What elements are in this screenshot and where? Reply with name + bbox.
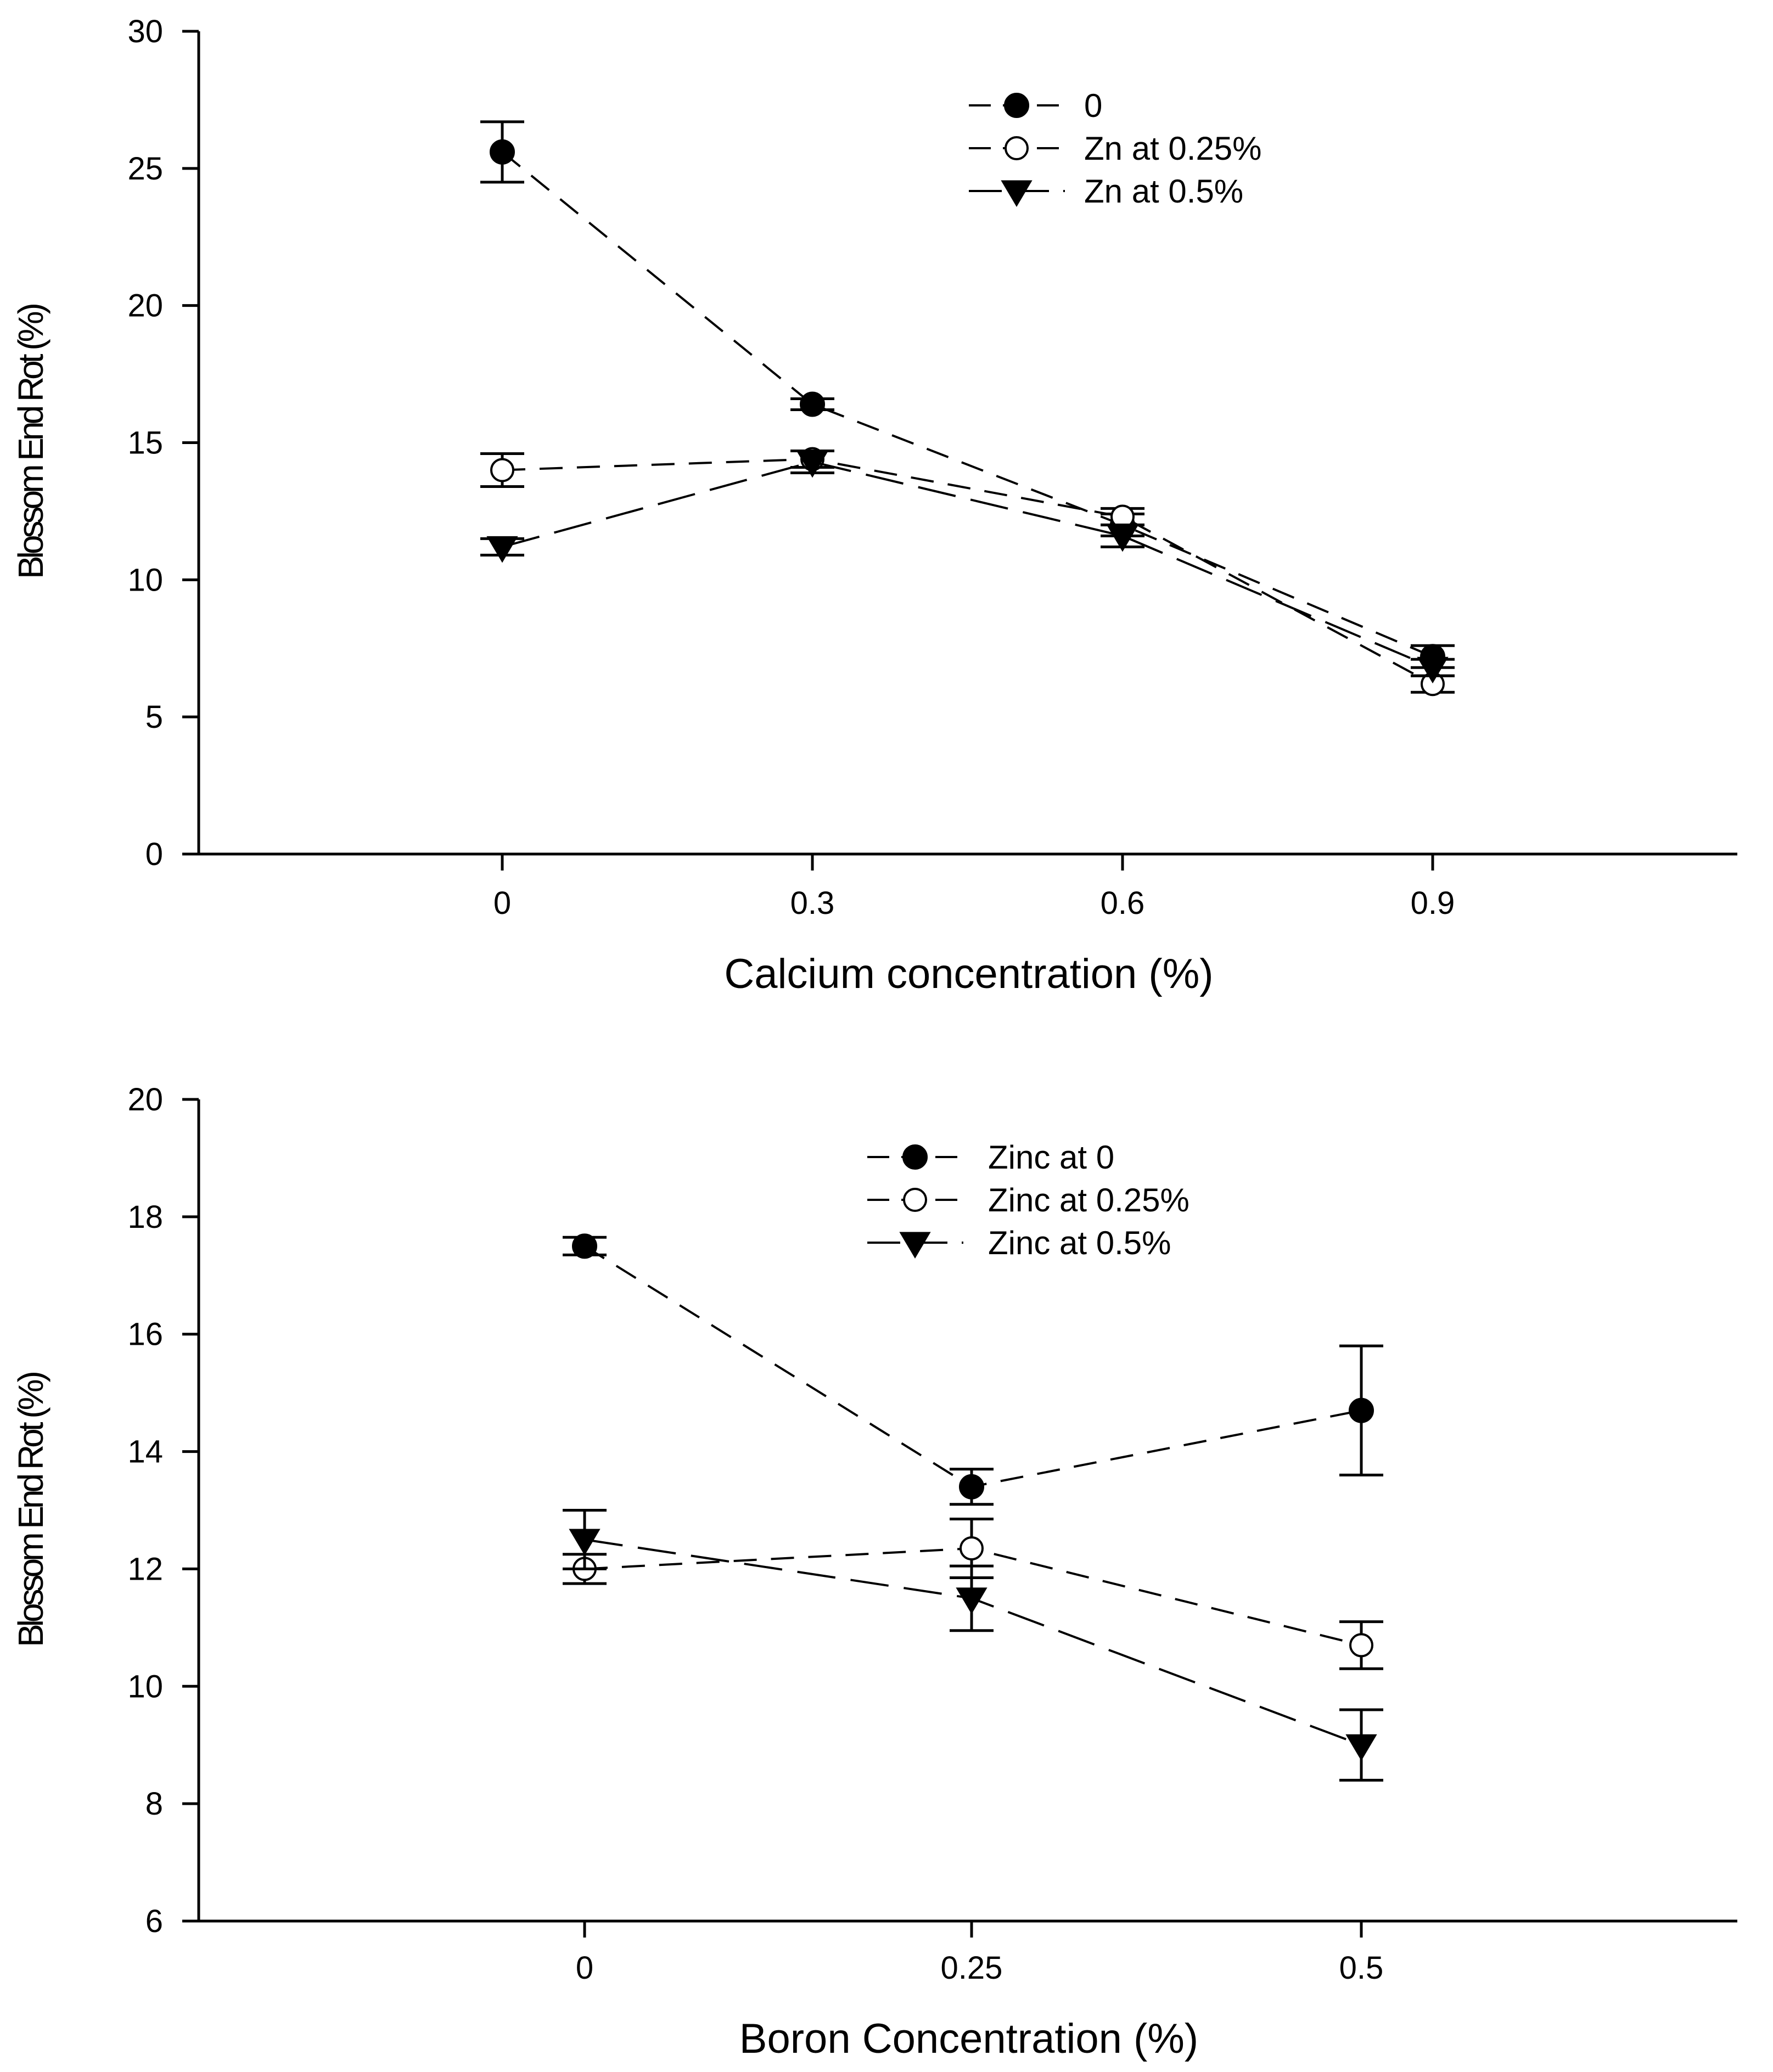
legend-label: Zinc at 0.25% [988, 1182, 1190, 1219]
legend-marker [1001, 180, 1033, 207]
legend-label: Zn at 0.5% [1084, 173, 1243, 210]
data-point [800, 391, 825, 417]
series-line [502, 461, 1433, 669]
data-point [960, 1536, 984, 1561]
y-tick-label: 18 [127, 1199, 163, 1235]
y-tick-label: 16 [127, 1317, 163, 1352]
data-point [490, 458, 514, 482]
y-tick-label: 30 [127, 14, 163, 49]
series-line [583, 1245, 1362, 1488]
legend-marker [899, 1232, 931, 1259]
series-line [502, 458, 1433, 685]
x-axis-title: Boron Concentration (%) [739, 2015, 1198, 2062]
data-point [572, 1233, 597, 1259]
legend-marker [1005, 136, 1029, 160]
y-tick-label: 12 [127, 1551, 163, 1587]
legend-label: Zinc at 0 [988, 1139, 1114, 1176]
legend-item-0: Zinc at 0 [867, 1139, 1114, 1176]
legend-marker [1004, 93, 1029, 118]
legend-marker [902, 1144, 928, 1170]
y-tick-label: 20 [127, 288, 163, 324]
legend-item-0: 0 [969, 87, 1102, 124]
calcium-chart: 0 5 10 15 20 25 30 0 0.3 0.6 0.9 Calcium concentrat… [11, 14, 1737, 997]
x-tick-label: 0.6 [1101, 885, 1145, 921]
legend-label: Zinc at 0.5% [988, 1225, 1171, 1261]
y-tick-label: 25 [127, 151, 163, 187]
y-tick-label: 15 [127, 425, 163, 461]
x-tick-label: 0.9 [1411, 885, 1455, 921]
data-point [1349, 1397, 1374, 1423]
series-0 [563, 1233, 1383, 1506]
legend-label: Zn at 0.25% [1084, 130, 1262, 167]
legend-item-2: Zinc at 0.5% [867, 1225, 1171, 1261]
series-1 [563, 1518, 1383, 1670]
data-point [486, 536, 518, 563]
data-point [796, 451, 828, 478]
x-tick-label: 0 [576, 1950, 593, 1986]
data-point [1417, 656, 1449, 684]
y-tick-label: 14 [127, 1434, 163, 1470]
legend-marker [903, 1188, 927, 1212]
x-tick-label: 0 [493, 885, 511, 921]
series-0 [480, 120, 1455, 670]
y-axis-title: Blossom End Rot (%) [11, 1372, 51, 1647]
data-point [569, 1529, 601, 1556]
data-point [1345, 1734, 1377, 1761]
y-tick-label: 10 [127, 562, 163, 598]
legend-item-2: Zn at 0.5% [969, 173, 1243, 210]
data-point [959, 1474, 984, 1500]
legend-label: 0 [1084, 87, 1102, 124]
y-axis-title: Blossom End Rot (%) [11, 304, 51, 579]
y-tick-label: 20 [127, 1082, 163, 1118]
y-tick-label: 5 [145, 699, 163, 735]
x-axis-title: Calcium concentration (%) [724, 951, 1213, 997]
series-2 [480, 449, 1455, 684]
y-tick-label: 0 [145, 836, 163, 872]
y-tick-label: 6 [145, 1903, 163, 1939]
series-1 [480, 447, 1455, 697]
data-point [1349, 1633, 1373, 1658]
x-tick-label: 0.3 [790, 885, 835, 921]
data-point [956, 1587, 988, 1614]
series-2 [563, 1509, 1383, 1782]
y-tick-label: 8 [145, 1786, 163, 1822]
x-tick-label: 0.25 [941, 1950, 1003, 1986]
boron-chart: 6 8 10 12 14 16 18 20 0 0.25 0.5 Boron Concentratio… [11, 1082, 1737, 2062]
x-tick-label: 0.5 [1339, 1950, 1384, 1986]
legend-item-1: Zn at 0.25% [969, 130, 1262, 167]
data-point [490, 139, 515, 165]
data-point [1107, 525, 1138, 552]
y-tick-label: 10 [127, 1669, 163, 1704]
legend-item-1: Zinc at 0.25% [867, 1182, 1190, 1219]
series-line [501, 151, 1433, 658]
